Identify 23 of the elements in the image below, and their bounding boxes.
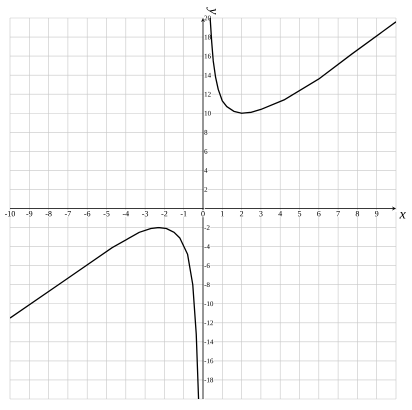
x-tick-label: 3 [259, 210, 263, 216]
x-tick-label: -2 [161, 210, 168, 216]
x-tick-label: -3 [142, 210, 148, 216]
x-tick-label: 8 [356, 211, 360, 216]
x-tick-label: 5 [298, 211, 302, 216]
x-tick-label: -6 [84, 210, 90, 216]
x-tick-label: -5 [103, 211, 110, 216]
x-tick-label: 7 [336, 211, 340, 216]
x-tick-label: 0 [201, 211, 205, 216]
x-tick-label: 4 [278, 210, 282, 216]
x-tick-label: 6 [317, 210, 321, 216]
y-axis-title: y [206, 7, 216, 14]
x-tick-label: -7 [64, 211, 71, 216]
x-tick-label: 1 [221, 210, 224, 216]
x-tick-label: -4 [122, 210, 130, 216]
x-tick-label: -8 [46, 211, 52, 216]
x-tick-label: -10 [4, 211, 16, 216]
line-series [10, 226, 200, 399]
x-axis-title: x [399, 212, 406, 218]
x-tick-label: -1 [180, 210, 187, 216]
x-tick-label: -9 [26, 210, 32, 216]
x-tick-label: 2 [240, 210, 244, 216]
x-tick-label: 9 [374, 210, 378, 216]
